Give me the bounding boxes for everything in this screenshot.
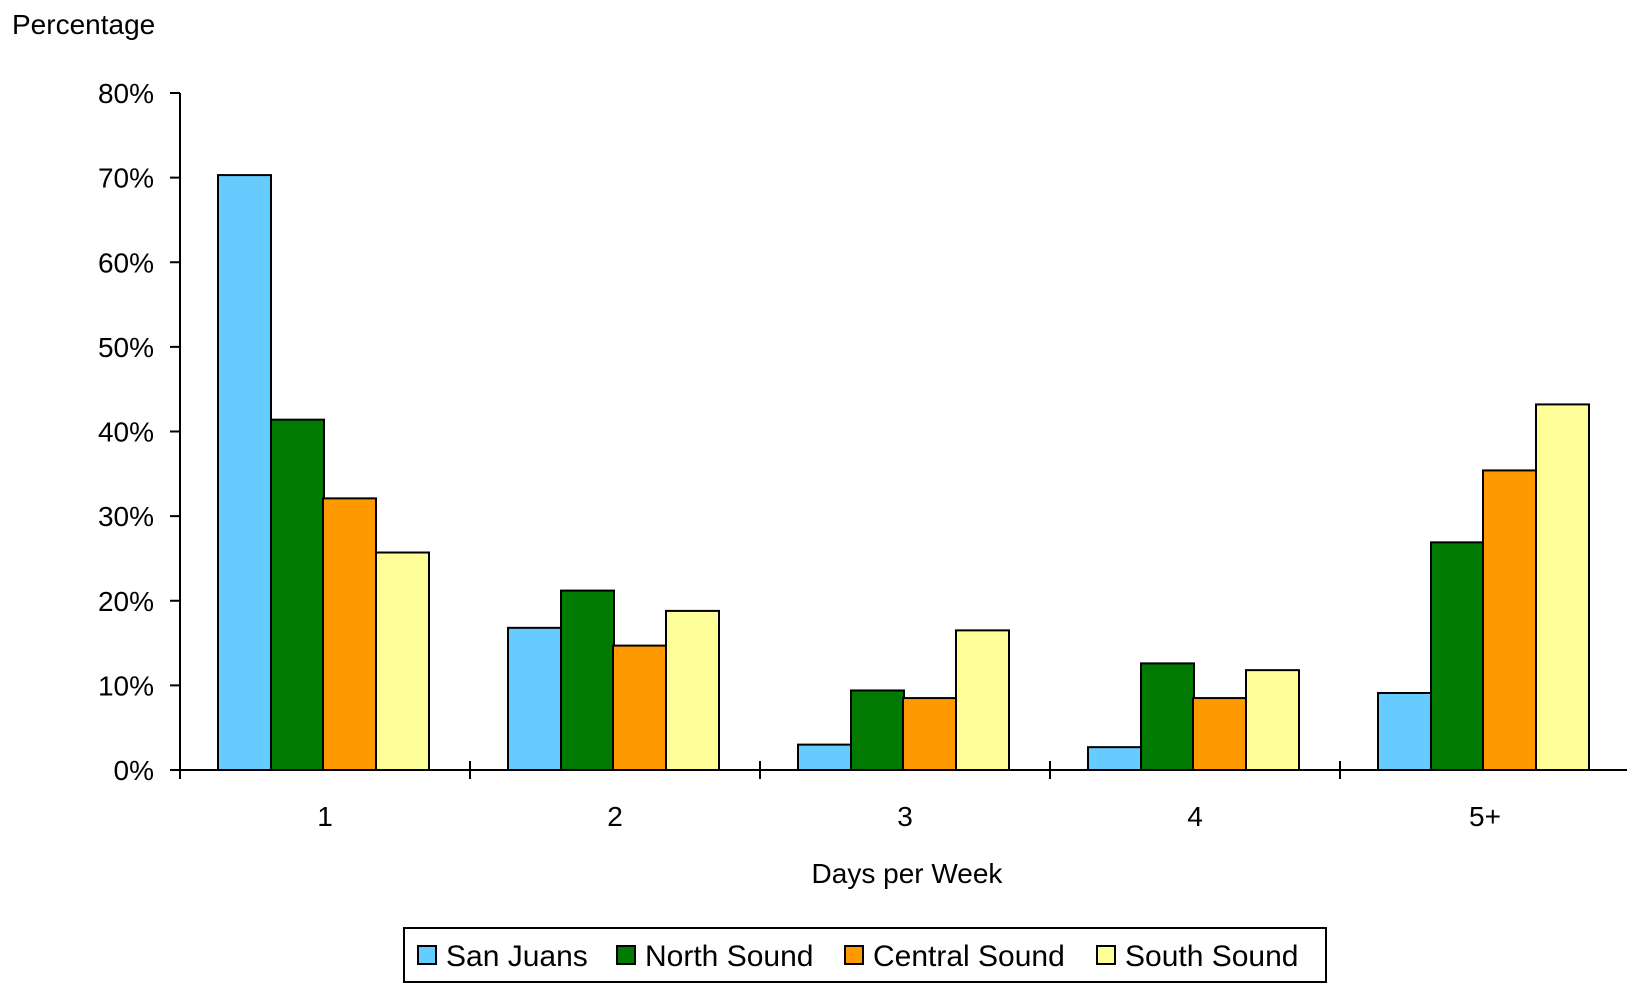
bar bbox=[955, 629, 1010, 772]
y-tick-label: 20% bbox=[98, 586, 154, 617]
bar bbox=[850, 689, 905, 772]
legend-label: South Sound bbox=[1125, 940, 1298, 973]
bar bbox=[665, 609, 720, 772]
y-tick-label: 70% bbox=[98, 163, 154, 194]
legend-swatch bbox=[844, 945, 864, 965]
legend-swatch bbox=[1096, 945, 1116, 965]
y-tick-label: 60% bbox=[98, 247, 154, 278]
bar bbox=[560, 589, 615, 771]
y-axis: 0% 10% 20% 30% 40% 50% 60% 70% 80% bbox=[98, 78, 181, 786]
bar bbox=[1430, 541, 1485, 772]
y-tick-label: 10% bbox=[98, 670, 154, 701]
x-axis: 1 2 3 4 5+ bbox=[179, 761, 1627, 832]
x-axis-label: Days per Week bbox=[812, 858, 1004, 889]
bar bbox=[270, 418, 325, 771]
bar bbox=[1245, 669, 1300, 772]
y-tick-label: 50% bbox=[98, 332, 154, 363]
bar bbox=[797, 743, 852, 771]
legend-swatch bbox=[616, 945, 636, 965]
x-tick-label: 3 bbox=[897, 801, 913, 832]
bar bbox=[1377, 691, 1432, 772]
legend-swatch bbox=[417, 945, 437, 965]
legend-box bbox=[403, 927, 1327, 983]
legend-label: San Juans bbox=[446, 940, 588, 973]
x-tick-label: 2 bbox=[607, 801, 623, 832]
bar bbox=[1140, 662, 1195, 771]
y-axis-label: Percentage bbox=[12, 9, 155, 40]
legend: San Juans North Sound Central Sound South S… bbox=[403, 927, 1327, 983]
x-tick-label: 1 bbox=[317, 801, 333, 832]
legend-label: North Sound bbox=[645, 940, 813, 973]
bar bbox=[612, 644, 667, 772]
bar bbox=[1192, 697, 1247, 771]
y-tick-label: 40% bbox=[98, 417, 154, 448]
bar bbox=[375, 551, 430, 771]
bar bbox=[1535, 403, 1590, 771]
legend-label: Central Sound bbox=[873, 940, 1065, 973]
bar bbox=[1087, 746, 1142, 771]
y-tick-label: 80% bbox=[98, 78, 154, 109]
bars bbox=[217, 174, 1590, 772]
x-tick-label: 5+ bbox=[1469, 801, 1501, 832]
bar bbox=[507, 626, 562, 772]
y-tick-label: 30% bbox=[98, 501, 154, 532]
bar bbox=[322, 497, 377, 771]
y-tick-label: 0% bbox=[114, 755, 154, 786]
x-tick-label: 4 bbox=[1187, 801, 1203, 832]
bar bbox=[1482, 469, 1537, 771]
bar bbox=[902, 697, 957, 771]
bar bbox=[217, 174, 272, 771]
